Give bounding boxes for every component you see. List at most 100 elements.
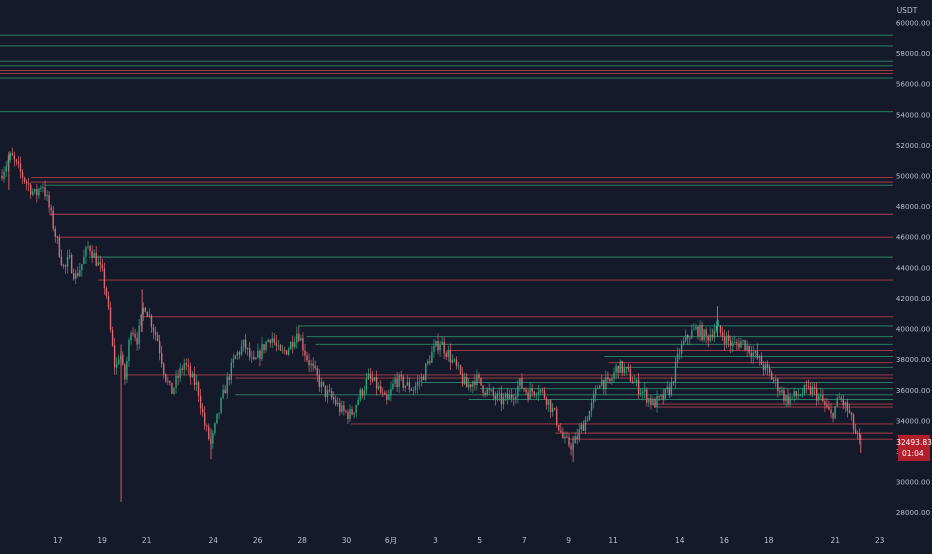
candle-body-80	[165, 374, 167, 381]
candle-body-231	[474, 381, 476, 386]
candle-body-47	[97, 262, 99, 266]
candle-body-22	[46, 195, 48, 197]
candle-body-170	[349, 409, 351, 419]
candle-body-238	[488, 389, 490, 391]
candle-body-68	[140, 314, 142, 326]
price-tick-0: 28000.00	[896, 508, 931, 517]
candle-body-46	[95, 252, 97, 266]
candle-body-326	[668, 387, 671, 395]
candle-body-132	[271, 338, 273, 343]
candle-body-105	[216, 413, 218, 424]
candle-body-108	[222, 389, 224, 399]
candle-body-117	[240, 346, 243, 355]
candle-body-97	[199, 395, 202, 409]
candle-body-325	[666, 387, 668, 389]
candle-body-155	[318, 375, 321, 387]
candle-body-171	[351, 409, 353, 415]
candle-body-391	[801, 393, 804, 396]
candle-body-119	[244, 339, 247, 349]
time-axis[interactable]: 17 19 21 24 26 28 30 6月 3 5 7 9 11 14 16 18 21 23	[53, 536, 885, 545]
candle-body-134	[275, 342, 278, 346]
candle-body-193	[396, 378, 398, 387]
horizontal-levels[interactable]	[0, 34, 893, 440]
candle-body-162	[332, 397, 335, 400]
candle-body-146	[300, 338, 302, 341]
candle-body-106	[218, 412, 220, 414]
candle-body-5	[11, 153, 13, 156]
candle-body-292	[599, 385, 601, 389]
candle-body-62	[128, 340, 130, 362]
candle-body-408	[836, 398, 838, 407]
candle-body-81	[167, 380, 169, 382]
candle-body-41	[85, 247, 87, 257]
candle-body-154	[316, 368, 318, 376]
candle-body-317	[650, 398, 652, 405]
candle-body-83	[171, 382, 173, 394]
candle-body-88	[181, 368, 183, 370]
candle-body-48	[99, 262, 101, 265]
candle-body-19	[40, 187, 42, 189]
candle-body-358	[734, 342, 736, 343]
candle-body-396	[811, 386, 814, 395]
candle-body-118	[242, 339, 245, 347]
candlesticks[interactable]	[1, 147, 862, 502]
candle-body-206	[422, 376, 425, 380]
candle-body-141	[289, 341, 292, 350]
candle-body-249	[511, 394, 513, 399]
candle-body-65	[134, 334, 136, 338]
candle-body-109	[224, 389, 226, 394]
candle-body-59	[122, 355, 124, 365]
price-axis[interactable]: 28000.0030000.0032000.0034000.0036000.00…	[896, 18, 931, 517]
candle-body-266	[545, 398, 548, 405]
last-price-badge: 32493.83 01:04	[896, 434, 932, 461]
currency-label: USDT	[897, 6, 918, 15]
candle-body-32	[66, 256, 69, 267]
candle-body-151	[310, 363, 312, 366]
candle-body-399	[818, 395, 820, 401]
candle-body-398	[815, 388, 818, 401]
candle-body-275	[564, 436, 566, 439]
candle-body-28	[58, 237, 61, 257]
candle-body-380	[779, 391, 781, 393]
candle-body-383	[785, 395, 787, 401]
time-tick-15: 18	[764, 536, 774, 545]
candle-body-23	[48, 195, 50, 208]
candle-body-322	[660, 394, 662, 397]
candle-body-143	[294, 342, 296, 347]
candle-body-66	[136, 337, 138, 345]
candle-body-91	[187, 364, 190, 367]
candle-body-353	[723, 337, 726, 344]
candle-body-96	[197, 382, 200, 396]
candle-body-309	[633, 382, 636, 384]
candle-body-213	[437, 341, 439, 351]
candle-body-286	[586, 419, 589, 421]
candle-body-340	[697, 326, 699, 337]
candle-body-299	[613, 372, 615, 379]
candle-body-186	[382, 392, 384, 394]
candle-body-370	[758, 355, 761, 359]
candle-body-159	[326, 390, 329, 397]
candle-body-350	[717, 325, 720, 327]
candle-body-267	[547, 400, 550, 405]
candle-body-240	[492, 389, 494, 396]
candle-body-360	[738, 343, 740, 348]
candle-body-400	[820, 395, 822, 397]
candle-body-265	[543, 390, 546, 399]
candle-body-187	[384, 392, 386, 395]
candle-body-111	[228, 376, 230, 380]
candle-body-218	[447, 350, 449, 357]
candle-body-224	[459, 365, 462, 374]
candle-body-203	[416, 381, 419, 386]
candle-body-313	[642, 391, 644, 394]
candle-body-403	[826, 404, 828, 408]
candle-body-379	[777, 379, 779, 392]
candle-body-304	[623, 368, 625, 373]
candle-body-254	[521, 378, 523, 389]
candle-body-248	[508, 394, 511, 399]
candle-body-138	[283, 349, 286, 351]
candle-body-142	[292, 341, 294, 347]
candle-body-411	[842, 399, 845, 406]
candle-body-172	[353, 412, 355, 415]
